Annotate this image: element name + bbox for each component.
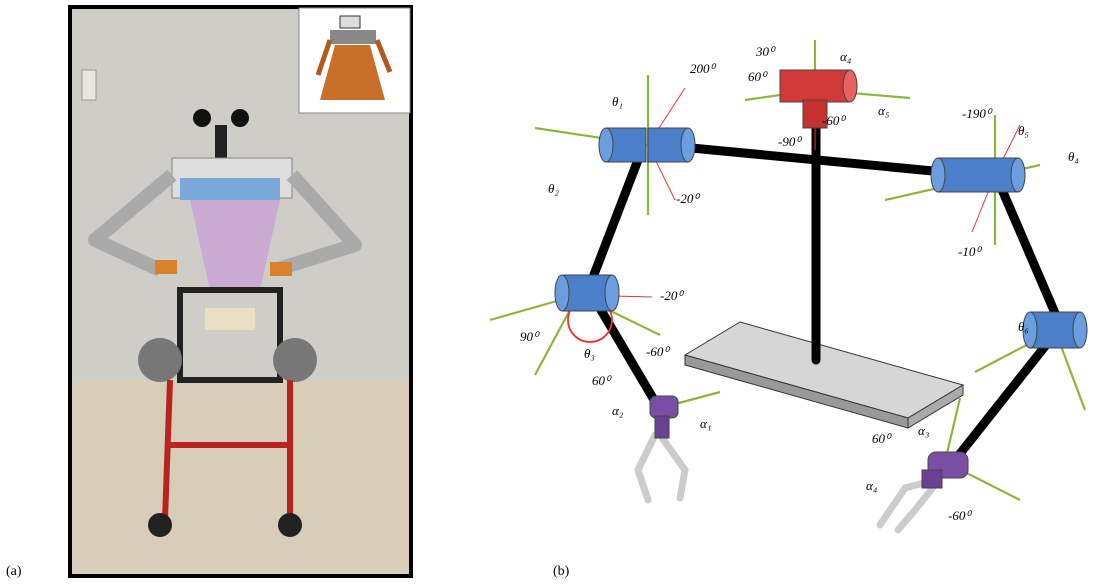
joint-label: α₅ <box>878 103 889 118</box>
joint-label: θ₃ <box>584 346 595 361</box>
figure: (a) (b) <box>0 0 1102 584</box>
joint-label: -60⁰ <box>646 344 670 359</box>
joint-label: -60⁰ <box>822 113 846 128</box>
joint-label: θ₄ <box>1068 149 1079 164</box>
joint-label: 30⁰ <box>755 44 776 59</box>
joint-label: θ₁ <box>612 94 623 109</box>
joint-label: 90⁰ <box>520 329 540 344</box>
joint-label: α₄ <box>840 49 852 64</box>
robot-photo <box>68 5 413 578</box>
panel-label: (a) <box>6 564 22 579</box>
joint-label: α₃ <box>918 423 929 438</box>
panel-label: (b) <box>553 564 570 579</box>
joint-label: 60⁰ <box>748 69 768 84</box>
joint-label: θ₆ <box>1018 319 1029 334</box>
kinematic-diagram <box>490 40 1087 530</box>
joint-label: α₄ <box>866 478 878 493</box>
joint-label: θ₅ <box>1018 123 1029 138</box>
joint-label: -90⁰ <box>778 134 802 149</box>
joint-label: -20⁰ <box>676 191 700 206</box>
joint-label: α₁ <box>700 416 711 431</box>
joint-label: -190⁰ <box>962 106 993 121</box>
joint-label: α₂ <box>612 403 624 418</box>
joint-label: -20⁰ <box>660 288 684 303</box>
joint-label: -10⁰ <box>958 244 982 259</box>
joint-label: θ₂ <box>548 181 559 196</box>
joint-label: 200⁰ <box>690 61 717 76</box>
joint-label: 60⁰ <box>872 431 892 446</box>
joint-label: 60⁰ <box>592 373 612 388</box>
joint-label: -60⁰ <box>948 508 972 523</box>
